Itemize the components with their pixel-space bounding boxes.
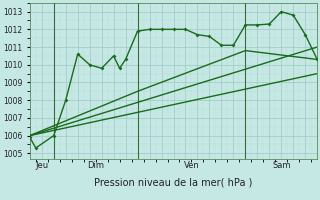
Text: Jeu: Jeu xyxy=(35,161,48,170)
X-axis label: Pression niveau de la mer( hPa ): Pression niveau de la mer( hPa ) xyxy=(94,177,253,187)
Text: Dim: Dim xyxy=(87,161,104,170)
Text: Ven: Ven xyxy=(184,161,199,170)
Text: Sam: Sam xyxy=(272,161,291,170)
